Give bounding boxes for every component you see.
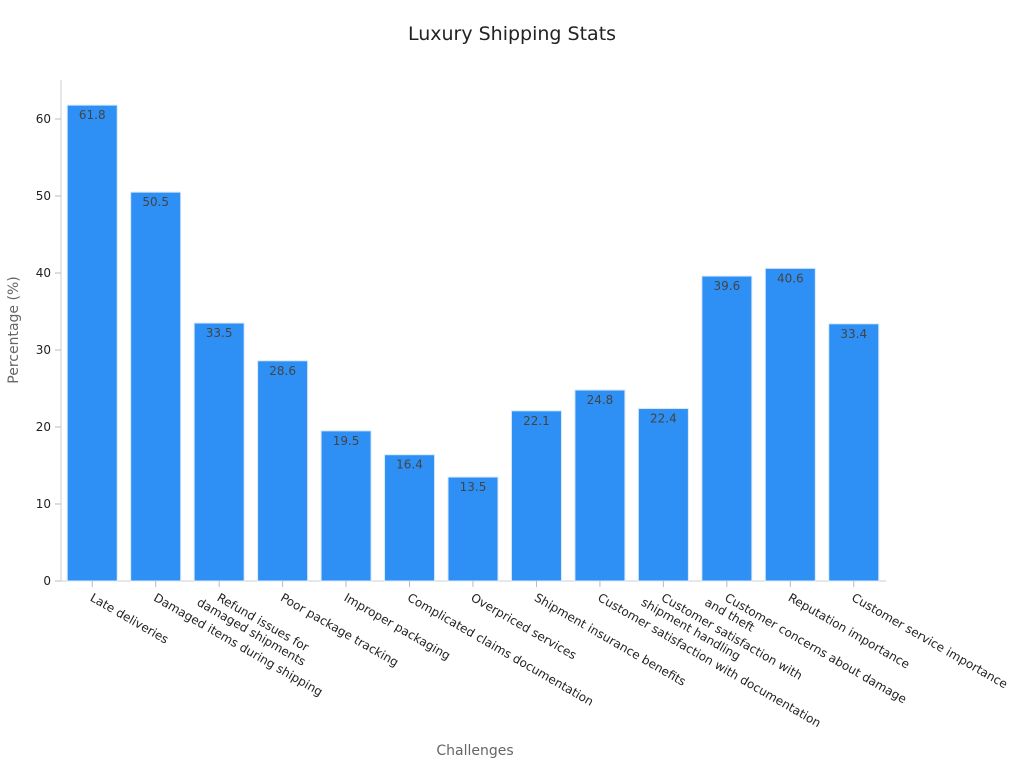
y-axis-title: Percentage (%) — [6, 276, 22, 383]
data-label: 24.8 — [587, 393, 614, 407]
data-label: 61.8 — [79, 108, 106, 122]
data-label: 39.6 — [713, 279, 740, 293]
data-label: 16.4 — [396, 458, 423, 472]
bar — [66, 104, 118, 582]
bar — [320, 430, 372, 582]
x-tick-label: Overpriced services — [469, 590, 579, 662]
chart-title: Luxury Shipping Stats — [408, 23, 616, 45]
bar — [701, 275, 753, 582]
y-tick-label: 0 — [43, 574, 51, 588]
x-tick-label-line: Overpriced services — [469, 590, 579, 662]
y-tick-label: 20 — [36, 420, 51, 434]
y-tick-label: 50 — [36, 189, 51, 203]
bar — [130, 191, 182, 582]
bar — [828, 323, 880, 582]
y-tick-label: 10 — [36, 497, 51, 511]
bar — [574, 389, 626, 582]
data-label: 19.5 — [333, 434, 360, 448]
data-labels: 61.8 50.5 33.5 28.6 19.5 16.4 13.5 22.1 24.8 22.4… — [79, 108, 867, 494]
data-label: 22.4 — [650, 412, 677, 426]
y-axis-ticks: 0 10 20 30 40 50 60 — [36, 112, 61, 588]
bars — [66, 104, 880, 582]
data-label: 13.5 — [460, 480, 487, 494]
data-label: 33.5 — [206, 326, 233, 340]
bar — [510, 410, 562, 582]
bar — [257, 360, 309, 582]
x-tick-label-line: Customer satisfaction with documentation — [595, 590, 823, 730]
y-tick-label: 40 — [36, 266, 51, 280]
x-tick-label-line: Improper packaging — [342, 590, 453, 662]
x-tick-label: Customer satisfaction with documentation — [595, 590, 823, 730]
data-label: 28.6 — [269, 364, 296, 378]
bar — [637, 408, 689, 582]
x-tick-label: Improper packaging — [342, 590, 453, 662]
y-tick-label: 30 — [36, 343, 51, 357]
data-label: 50.5 — [142, 195, 169, 209]
bar — [447, 476, 499, 582]
y-tick-label: 60 — [36, 112, 51, 126]
data-label: 40.6 — [777, 271, 804, 285]
data-label: 22.1 — [523, 414, 550, 428]
data-label: 33.4 — [840, 327, 867, 341]
bar — [193, 322, 245, 582]
bar — [384, 454, 436, 582]
x-axis-title: Challenges — [436, 743, 513, 759]
bar — [764, 267, 816, 582]
